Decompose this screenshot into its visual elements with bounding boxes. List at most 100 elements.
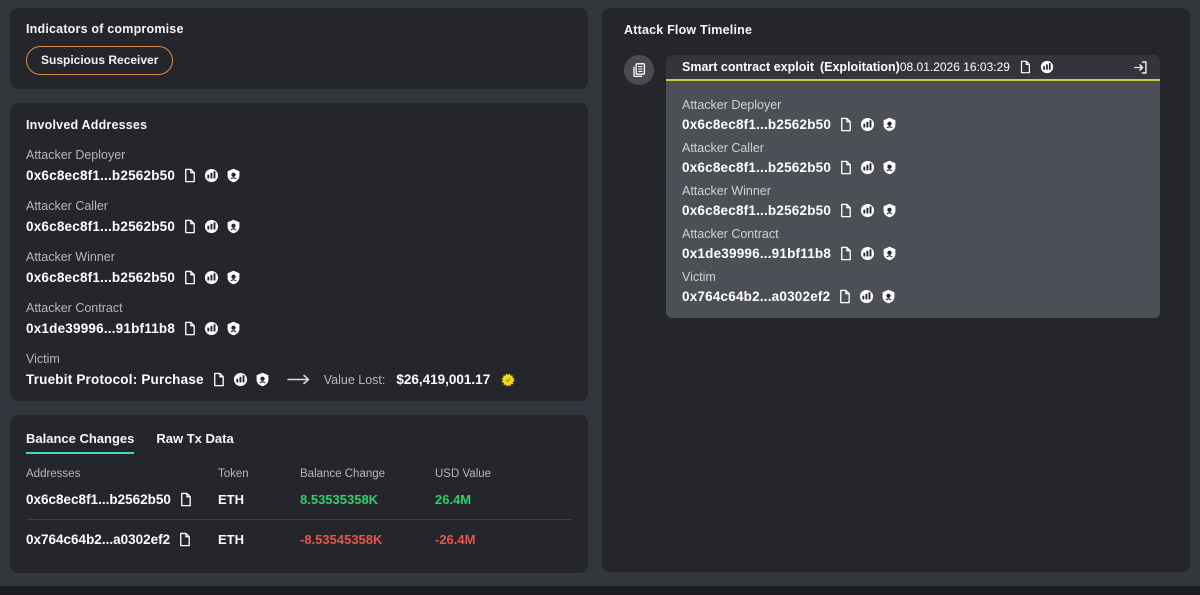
token-icon [501, 373, 515, 387]
timeline-event-row: Smart contract exploit (Exploitation) 08… [624, 55, 1168, 318]
copy-icon[interactable] [178, 492, 193, 507]
address-value[interactable]: 0x1de39996...91bf11b8 [682, 246, 832, 261]
metasleuth-shield-icon[interactable] [882, 160, 897, 175]
indicators-title: Indicators of compromise [26, 22, 184, 36]
tab-balance-changes[interactable]: Balance Changes [26, 431, 135, 454]
row-address[interactable]: 0x764c64b2...a0302ef2 [26, 532, 171, 547]
left-column: Indicators of compromise Suspicious Rece… [10, 8, 588, 573]
event-phase: (Exploitation) [819, 59, 900, 74]
right-column: Attack Flow Timeline Smart contract expl… [602, 8, 1190, 572]
metasleuth-shield-icon[interactable] [226, 321, 241, 336]
table-row: 0x764c64b2...a0302ef2 ETH -8.53545358K -… [26, 520, 572, 559]
victim-entry: Victim Truebit Protocol: Purchase Value … [26, 352, 572, 387]
col-usd-value: USD Value [435, 468, 492, 480]
victim-name[interactable]: Truebit Protocol: Purchase [26, 372, 204, 387]
address-entry: Attacker Deployer 0x6c8ec8f1...b2562b50 [682, 98, 1144, 132]
value-lost-amount: $26,419,001.17 [396, 372, 491, 387]
row-balance-change: 8.53535358K [300, 492, 379, 507]
copy-icon[interactable] [177, 532, 192, 547]
etherscan-icon[interactable] [204, 270, 219, 285]
sign-in-icon[interactable] [1133, 60, 1148, 75]
address-role-label: Attacker Caller [682, 141, 764, 155]
timeline-node [624, 55, 654, 85]
copy-icon[interactable] [182, 270, 197, 285]
copy-icon[interactable] [837, 289, 852, 304]
metasleuth-shield-icon[interactable] [226, 219, 241, 234]
row-token: ETH [218, 492, 244, 507]
address-role-label: Victim [26, 352, 60, 366]
event-card: Smart contract exploit (Exploitation) 08… [666, 55, 1160, 318]
address-entry: Attacker Contract 0x1de39996...91bf11b8 [26, 301, 572, 336]
row-address[interactable]: 0x6c8ec8f1...b2562b50 [26, 492, 171, 507]
address-role-label: Victim [682, 270, 716, 284]
etherscan-icon[interactable] [204, 168, 219, 183]
copy-icon[interactable] [838, 203, 853, 218]
copy-icon[interactable] [182, 321, 197, 336]
address-entry: Victim 0x764c64b2...a0302ef2 [682, 270, 1144, 304]
event-title: Smart contract exploit [682, 59, 814, 74]
suspicious-receiver-badge[interactable]: Suspicious Receiver [26, 46, 174, 75]
etherscan-icon[interactable] [859, 289, 874, 304]
address-role-label: Attacker Deployer [26, 148, 126, 162]
balance-tabs: Balance Changes Raw Tx Data [26, 431, 572, 454]
event-card-header[interactable]: Smart contract exploit (Exploitation) 08… [666, 55, 1160, 81]
metasleuth-shield-icon[interactable] [255, 372, 270, 387]
copy-icon[interactable] [838, 246, 853, 261]
etherscan-icon[interactable] [204, 219, 219, 234]
copy-icon[interactable] [1018, 60, 1032, 74]
etherscan-icon[interactable] [1040, 60, 1054, 74]
address-role-label: Attacker Winner [26, 250, 115, 264]
address-entry: Attacker Winner 0x6c8ec8f1...b2562b50 [26, 250, 572, 285]
tab-raw-tx-data[interactable]: Raw Tx Data [156, 431, 234, 446]
col-token: Token [218, 468, 249, 480]
address-entry: Attacker Deployer 0x6c8ec8f1...b2562b50 [26, 148, 572, 183]
address-role-label: Attacker Caller [26, 199, 108, 213]
metasleuth-shield-icon[interactable] [882, 117, 897, 132]
copy-icon[interactable] [182, 168, 197, 183]
attack-flow-timeline-panel: Attack Flow Timeline Smart contract expl… [602, 8, 1190, 572]
address-entry: Attacker Caller 0x6c8ec8f1...b2562b50 [26, 199, 572, 234]
etherscan-icon[interactable] [860, 246, 875, 261]
address-value[interactable]: 0x764c64b2...a0302ef2 [682, 289, 831, 304]
copy-icon[interactable] [211, 372, 226, 387]
table-row: 0x6c8ec8f1...b2562b50 ETH 8.53535358K 26… [26, 480, 572, 520]
address-value[interactable]: 0x6c8ec8f1...b2562b50 [26, 168, 176, 183]
address-value[interactable]: 0x6c8ec8f1...b2562b50 [682, 203, 832, 218]
balance-changes-panel: Balance Changes Raw Tx Data Addresses To… [10, 415, 588, 573]
address-value[interactable]: 0x6c8ec8f1...b2562b50 [26, 270, 176, 285]
etherscan-icon[interactable] [860, 117, 875, 132]
metasleuth-shield-icon[interactable] [882, 246, 897, 261]
address-entry: Attacker Caller 0x6c8ec8f1...b2562b50 [682, 141, 1144, 175]
etherscan-icon[interactable] [233, 372, 248, 387]
metasleuth-shield-icon[interactable] [226, 270, 241, 285]
address-role-label: Attacker Winner [682, 184, 771, 198]
indicators-panel: Indicators of compromise Suspicious Rece… [10, 8, 588, 89]
address-value[interactable]: 0x6c8ec8f1...b2562b50 [682, 117, 832, 132]
copy-icon[interactable] [182, 219, 197, 234]
involved-addresses-title: Involved Addresses [26, 118, 148, 132]
address-role-label: Attacker Contract [682, 227, 779, 241]
address-value[interactable]: 0x1de39996...91bf11b8 [26, 321, 176, 336]
address-value[interactable]: 0x6c8ec8f1...b2562b50 [682, 160, 832, 175]
row-token: ETH [218, 532, 244, 547]
metasleuth-shield-icon[interactable] [226, 168, 241, 183]
metasleuth-shield-icon[interactable] [881, 289, 896, 304]
value-lost-label: Value Lost: [323, 372, 386, 387]
pages-icon [631, 62, 647, 78]
event-timestamp: 08.01.2026 16:03:29 [899, 59, 1010, 74]
attack-flow-timeline-title: Attack Flow Timeline [624, 23, 753, 37]
col-addresses: Addresses [26, 468, 81, 480]
col-balance-change: Balance Change [300, 468, 386, 480]
address-entry: Attacker Contract 0x1de39996...91bf11b8 [682, 227, 1144, 261]
event-card-body: Attacker Deployer 0x6c8ec8f1...b2562b50 … [666, 81, 1160, 318]
copy-icon[interactable] [838, 160, 853, 175]
metasleuth-shield-icon[interactable] [882, 203, 897, 218]
etherscan-icon[interactable] [204, 321, 219, 336]
etherscan-icon[interactable] [860, 160, 875, 175]
etherscan-icon[interactable] [860, 203, 875, 218]
copy-icon[interactable] [838, 117, 853, 132]
address-entry: Attacker Winner 0x6c8ec8f1...b2562b50 [682, 184, 1144, 218]
address-value[interactable]: 0x6c8ec8f1...b2562b50 [26, 219, 176, 234]
bottom-strip [0, 586, 1200, 595]
